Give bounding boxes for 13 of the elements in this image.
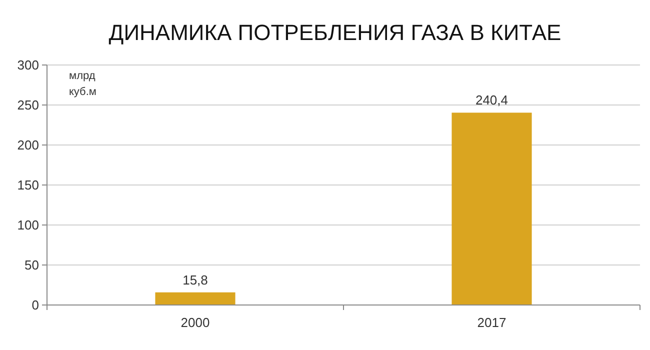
data-label: 240,4: [475, 92, 508, 108]
x-tick-label: 2000: [180, 315, 210, 330]
data-label: 15,8: [182, 272, 208, 288]
x-tick-label: 2017: [477, 315, 506, 330]
y-tick-label: 300: [17, 58, 39, 73]
y-tick-label: 200: [17, 138, 39, 153]
y-tick-label: 150: [17, 178, 39, 193]
y-tick-label: 0: [32, 298, 39, 313]
chart-title: ДИНАМИКА ПОТРЕБЛЕНИЯ ГАЗА В КИТАЕ: [108, 20, 562, 45]
y-tick-label: 100: [17, 218, 39, 233]
y-tick-label: 50: [24, 258, 39, 273]
y-axis-title: млрд куб.м: [69, 70, 96, 98]
y-tick-label: 250: [17, 98, 39, 113]
